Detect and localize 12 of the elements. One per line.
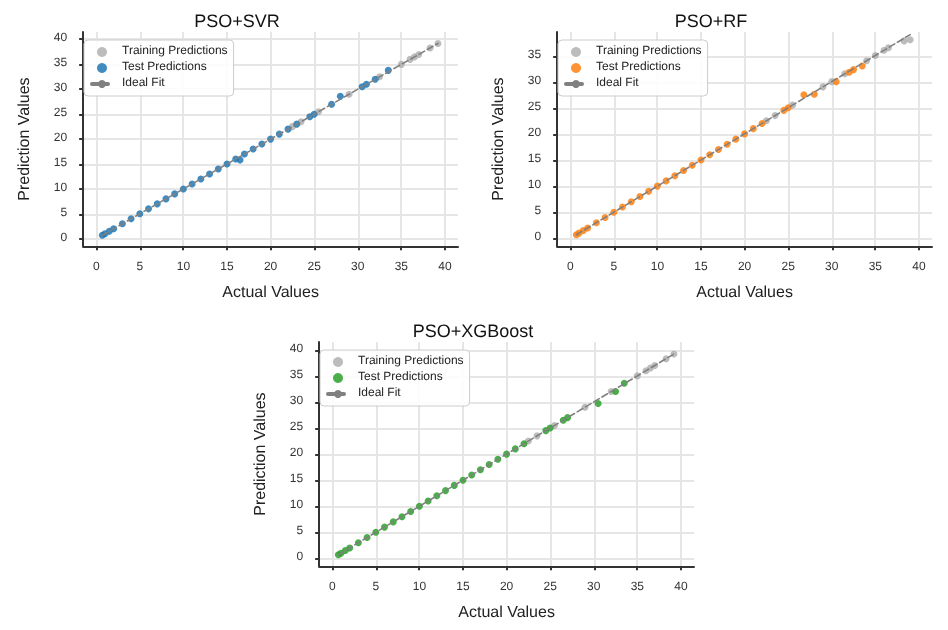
x-axis-title: Actual Values [222,283,319,301]
point [594,400,602,408]
y-axis-title: Prediction Values [15,77,33,201]
point [906,36,914,44]
chart-title: PSO+SVR [194,11,281,31]
chart-title: PSO+XGBoost [412,321,535,341]
chart-title: PSO+RF [674,11,749,31]
x-axis-title: Actual Values [696,283,793,301]
x-axis-title: Actual Values [458,603,555,621]
y-axis-title: Prediction Values [489,77,507,201]
point [800,91,808,99]
y-axis-title: Prediction Values [251,392,269,516]
